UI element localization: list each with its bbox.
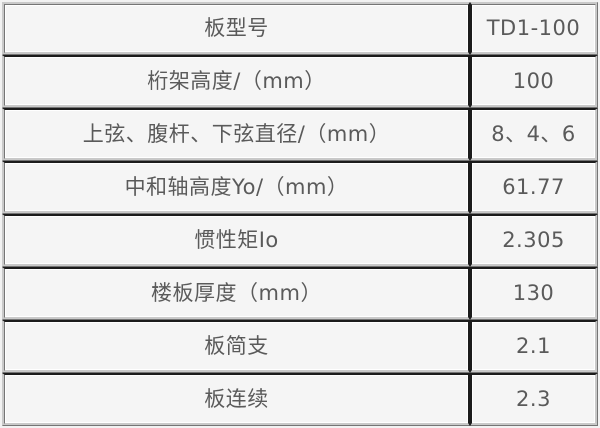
row-label-text: 板型号 — [204, 16, 269, 41]
table-row: 板简支 2.1 — [2, 320, 598, 373]
row-label-text: 惯性矩Io — [194, 227, 279, 252]
row-label-cell: 板连续 — [2, 373, 470, 426]
table-row: 楼板厚度（mm） 130 — [2, 267, 598, 320]
row-label-cell: 上弦、腹杆、下弦直径/（mm） — [2, 108, 470, 161]
row-label-cell: 板简支 — [2, 320, 470, 373]
row-value-cell: 2.3 — [470, 373, 598, 426]
table-row: 板型号 TD1-100 — [2, 2, 598, 55]
table-row: 中和轴高度Yo/（mm） 61.77 — [2, 161, 598, 214]
row-value-cell: 100 — [470, 55, 598, 108]
row-label-text: 板连续 — [204, 386, 269, 411]
row-value-cell: TD1-100 — [470, 2, 598, 55]
row-value-cell: 130 — [470, 267, 598, 320]
row-value-text: 130 — [512, 280, 555, 305]
row-label-cell: 板型号 — [2, 2, 470, 55]
row-value-text: TD1-100 — [486, 16, 581, 41]
row-value-text: 8、4、6 — [491, 121, 576, 146]
table-row: 上弦、腹杆、下弦直径/（mm） 8、4、6 — [2, 108, 598, 161]
row-label-cell: 惯性矩Io — [2, 214, 470, 267]
row-label-text: 上弦、腹杆、下弦直径/（mm） — [82, 121, 391, 146]
table-row: 桁架高度/（mm） 100 — [2, 55, 598, 108]
row-value-text: 2.305 — [502, 227, 565, 252]
row-value-text: 61.77 — [502, 174, 565, 199]
row-value-cell: 8、4、6 — [470, 108, 598, 161]
row-value-text: 2.3 — [516, 386, 551, 411]
row-value-cell: 61.77 — [470, 161, 598, 214]
row-value-text: 100 — [512, 68, 555, 93]
row-label-text: 板简支 — [204, 333, 269, 358]
row-label-text: 中和轴高度Yo/（mm） — [124, 174, 349, 199]
row-label-cell: 中和轴高度Yo/（mm） — [2, 161, 470, 214]
row-label-cell: 楼板厚度（mm） — [2, 267, 470, 320]
table-row: 惯性矩Io 2.305 — [2, 214, 598, 267]
row-label-cell: 桁架高度/（mm） — [2, 55, 470, 108]
row-label-text: 桁架高度/（mm） — [147, 68, 326, 93]
row-value-cell: 2.305 — [470, 214, 598, 267]
row-label-text: 楼板厚度（mm） — [151, 280, 322, 305]
row-value-text: 2.1 — [516, 333, 551, 358]
table-row: 板连续 2.3 — [2, 373, 598, 426]
row-value-cell: 2.1 — [470, 320, 598, 373]
